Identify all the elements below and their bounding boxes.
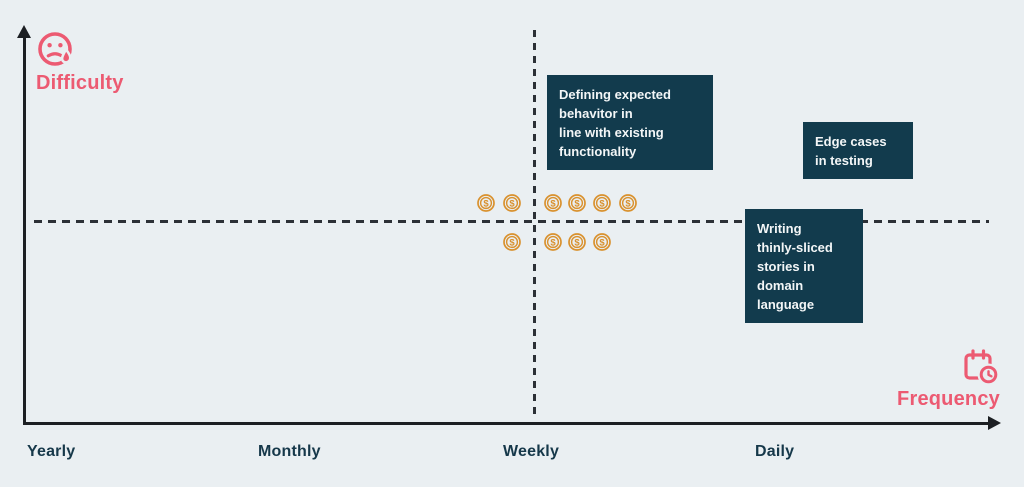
svg-text:$: $ <box>550 237 556 248</box>
dollar-coin-icon: $ <box>568 194 586 212</box>
svg-text:$: $ <box>625 198 631 209</box>
dollar-coin-icon: $ <box>503 233 521 251</box>
dollar-coin-icon: $ <box>593 194 611 212</box>
note-writing-thinly-sliced-stories: Writing thinly-sliced stories in domain … <box>745 209 863 323</box>
note-defining-expected-behavior: Defining expected behavitor in line with… <box>547 75 713 170</box>
dollar-coin-icon: $ <box>544 233 562 251</box>
dollar-coin-icon: $ <box>503 194 521 212</box>
dollar-coin-icon: $ <box>593 233 611 251</box>
svg-text:$: $ <box>574 237 580 248</box>
svg-text:$: $ <box>599 198 605 209</box>
svg-text:$: $ <box>574 198 580 209</box>
x-tick-daily: Daily <box>755 443 795 460</box>
dollar-coin-icon: $ <box>544 194 562 212</box>
dollar-coin-icon: $ <box>568 194 586 212</box>
dollar-coin-icon: $ <box>503 194 521 212</box>
svg-text:$: $ <box>550 198 556 209</box>
dollar-coin-icon: $ <box>593 233 611 251</box>
dollar-coin-icon: $ <box>477 194 495 212</box>
y-axis-line <box>22 36 26 423</box>
dollar-coin-icon: $ <box>544 194 562 212</box>
dollar-coin-icon: $ <box>593 194 611 212</box>
x-tick-monthly: Monthly <box>258 443 321 460</box>
note-edge-cases-in-testing: Edge cases in testing <box>803 122 913 179</box>
svg-text:$: $ <box>483 198 489 209</box>
svg-text:$: $ <box>509 237 515 248</box>
x-axis-arrowhead <box>988 416 1001 430</box>
svg-text:$: $ <box>599 237 605 248</box>
y-axis-label: Difficulty <box>36 72 124 94</box>
x-axis-label: Frequency <box>897 388 1000 410</box>
dollar-coin-icon: $ <box>477 194 495 212</box>
y-axis-arrowhead <box>17 25 31 38</box>
dollar-coin-icon: $ <box>544 233 562 251</box>
calendar-clock-icon <box>960 347 1000 392</box>
dollar-coin-icon: $ <box>619 194 637 212</box>
x-tick-yearly: Yearly <box>27 443 76 460</box>
horizontal-dashed-divider <box>34 220 989 223</box>
dollar-coin-icon: $ <box>619 194 637 212</box>
vertical-dashed-divider <box>533 30 536 419</box>
x-axis-line <box>22 421 991 425</box>
dollar-coin-icon: $ <box>568 233 586 251</box>
sad-sweat-face-icon <box>36 30 76 75</box>
x-tick-weekly: Weekly <box>503 443 560 460</box>
svg-text:$: $ <box>509 198 515 209</box>
dollar-coin-icon: $ <box>568 233 586 251</box>
dollar-coin-icon: $ <box>503 233 521 251</box>
